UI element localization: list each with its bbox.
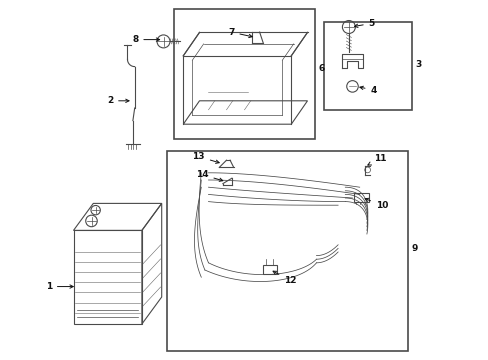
Text: 12: 12 <box>272 271 296 285</box>
Text: 10: 10 <box>365 198 387 210</box>
Text: 4: 4 <box>359 86 376 95</box>
Bar <box>354 193 368 202</box>
Text: 13: 13 <box>192 152 219 163</box>
Bar <box>323 22 411 110</box>
Bar <box>262 265 276 274</box>
Text: 9: 9 <box>411 244 417 253</box>
Bar <box>73 230 142 324</box>
Text: 5: 5 <box>354 19 374 28</box>
Text: 7: 7 <box>227 28 252 38</box>
Text: 3: 3 <box>415 60 421 69</box>
Text: 11: 11 <box>367 154 386 165</box>
Text: 2: 2 <box>107 96 129 105</box>
Text: 14: 14 <box>196 170 223 181</box>
Bar <box>167 151 407 351</box>
Text: 6: 6 <box>318 64 324 73</box>
Bar <box>174 9 314 139</box>
Text: 8: 8 <box>132 35 159 44</box>
Text: 1: 1 <box>45 282 73 291</box>
